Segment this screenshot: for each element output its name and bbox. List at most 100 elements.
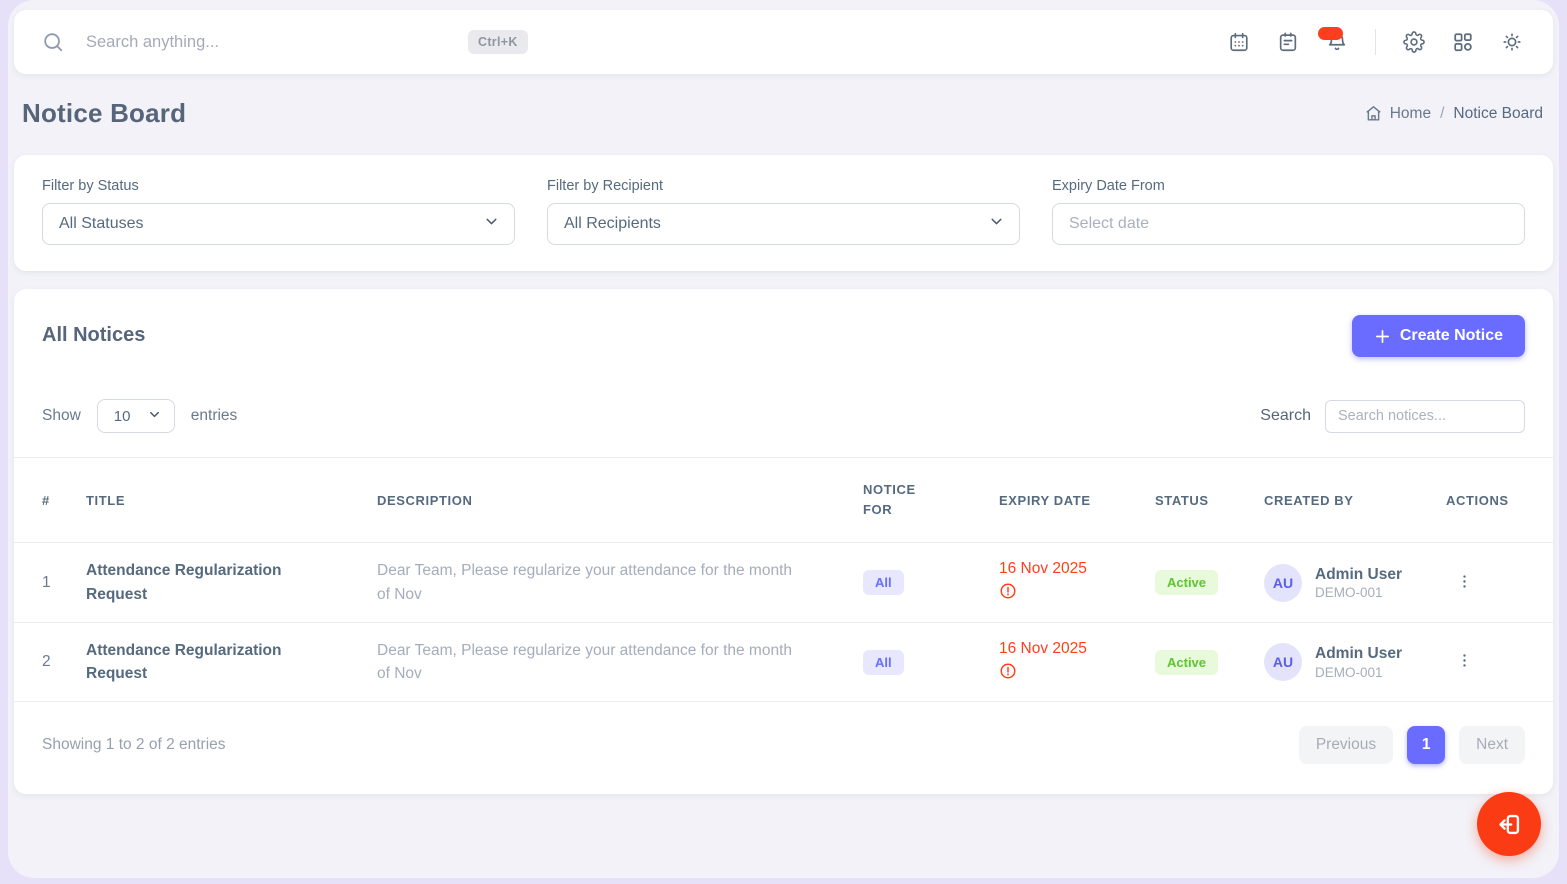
creator-code: DEMO-001 <box>1315 664 1383 680</box>
col-header-created-by: CREATED BY <box>1264 492 1354 508</box>
previous-page-button[interactable]: Previous <box>1298 726 1394 765</box>
status-filter-label: Filter by Status <box>42 178 139 194</box>
notice-for-badge: All <box>863 570 904 596</box>
breadcrumb-separator: / <box>1440 104 1445 122</box>
topbar-actions <box>1228 27 1523 55</box>
filter-status: Filter by Status All Statuses <box>42 178 515 245</box>
status-cell: Active <box>1155 622 1264 702</box>
warning-icon <box>999 662 1017 680</box>
status-filter-select[interactable]: All Statuses <box>42 203 515 245</box>
grid-icon[interactable] <box>1452 31 1474 53</box>
expiry-date-value: 16 Nov 2025 <box>999 560 1087 578</box>
notification-badge <box>1318 27 1343 40</box>
page-size-select[interactable]: 10 <box>96 399 175 433</box>
created-by-cell: AU Admin User DEMO-001 <box>1264 543 1446 623</box>
notice-description: Dear Team, Please regularize your attend… <box>377 641 793 683</box>
notices-search-input[interactable] <box>1325 399 1525 433</box>
chevron-down-icon <box>483 213 500 235</box>
home-icon <box>1366 106 1381 121</box>
create-notice-label: Create Notice <box>1399 327 1503 344</box>
warning-icon <box>999 582 1017 600</box>
search-input[interactable] <box>86 32 446 52</box>
filters-card: Filter by Status All Statuses Filter by … <box>14 155 1553 271</box>
breadcrumb: Home / Notice Board <box>1364 104 1543 123</box>
topbar: Ctrl+K <box>14 10 1553 74</box>
filter-expiry-date: Expiry Date From Select date <box>1052 178 1525 245</box>
chevron-down-icon <box>988 213 1005 235</box>
recipient-filter-value: All Recipients <box>564 215 661 232</box>
recipient-filter-label: Filter by Recipient <box>547 178 664 194</box>
notice-title: Attendance Regularization Request <box>86 562 282 603</box>
pagination: Previous 1 Next <box>1298 726 1525 765</box>
status-filter-value: All Statuses <box>59 215 144 232</box>
chevron-down-icon <box>147 407 162 426</box>
page-number-button[interactable]: 1 <box>1407 726 1446 765</box>
logout-fab-button[interactable] <box>1477 792 1541 856</box>
app-window: Ctrl+K Notice Boa <box>8 0 1559 878</box>
creator-name: Admin User <box>1315 565 1402 583</box>
section-title: All Notices <box>42 324 146 346</box>
notice-for-badge: All <box>863 649 904 675</box>
table-search-control: Search <box>1260 399 1525 433</box>
status-cell: Active <box>1155 543 1264 623</box>
col-header-notice-for: NOTICE FOR <box>863 482 916 518</box>
shortcut-hint: Ctrl+K <box>468 30 528 54</box>
search-icon <box>42 31 64 53</box>
creator-name: Admin User <box>1315 645 1402 663</box>
expiry-date-placeholder: Select date <box>1069 215 1150 232</box>
entries-label: entries <box>190 407 238 424</box>
col-header-expiry-date: EXPIRY DATE <box>999 492 1091 508</box>
col-header-index: # <box>42 492 50 508</box>
next-page-button[interactable]: Next <box>1459 726 1525 765</box>
show-label: Show <box>42 407 81 424</box>
table-controls: Show 10 entries Search <box>14 399 1553 433</box>
creator-code: DEMO-001 <box>1315 585 1383 601</box>
page-header: Notice Board Home / Notice Board <box>14 74 1553 129</box>
created-by-cell: AU Admin User DEMO-001 <box>1264 622 1446 702</box>
col-header-actions: ACTIONS <box>1446 492 1509 508</box>
table-search-label: Search <box>1260 407 1311 424</box>
recipient-filter-select[interactable]: All Recipients <box>547 203 1020 245</box>
avatar: AU <box>1264 563 1302 602</box>
notice-for-cell: All <box>863 622 999 702</box>
gear-icon[interactable] <box>1403 31 1425 53</box>
breadcrumb-home[interactable]: Home <box>1364 104 1431 123</box>
notices-header: All Notices Create Notice <box>14 315 1553 357</box>
col-header-description: DESCRIPTION <box>377 492 473 508</box>
notice-for-cell: All <box>863 543 999 623</box>
notice-title: Attendance Regularization Request <box>86 641 282 683</box>
calendar-icon[interactable] <box>1228 31 1250 53</box>
row-actions-menu-button[interactable] <box>1446 646 1483 678</box>
row-actions-menu-button[interactable] <box>1446 567 1483 599</box>
page-title: Notice Board <box>22 98 187 128</box>
status-badge: Active <box>1155 649 1219 675</box>
row-index: 1 <box>42 573 51 591</box>
expiry-date-input[interactable]: Select date <box>1052 203 1525 245</box>
avatar: AU <box>1264 643 1302 682</box>
create-notice-button[interactable]: Create Notice <box>1351 315 1525 357</box>
plus-icon <box>1375 329 1389 343</box>
logout-icon <box>1498 814 1519 834</box>
kebab-menu-icon <box>1463 654 1466 667</box>
notices-card: All Notices Create Notice Show 10 entrie… <box>14 289 1553 795</box>
kebab-menu-icon <box>1463 574 1466 588</box>
row-index: 2 <box>42 653 51 671</box>
table-footer: Showing 1 to 2 of 2 entries Previous 1 N… <box>14 702 1553 794</box>
actions-cell <box>1446 543 1553 623</box>
actions-cell <box>1446 622 1553 702</box>
expiry-date-value: 16 Nov 2025 <box>999 639 1087 657</box>
expiry-date-cell: 16 Nov 2025 <box>999 622 1155 702</box>
bell-icon[interactable] <box>1318 27 1348 53</box>
status-badge: Active <box>1155 570 1219 596</box>
expiry-date-cell: 16 Nov 2025 <box>999 543 1155 623</box>
table-row: 1 Attendance Regularization Request Dear… <box>14 543 1553 623</box>
breadcrumb-current: Notice Board <box>1453 104 1543 122</box>
notepad-icon[interactable] <box>1277 31 1299 53</box>
topbar-divider <box>1375 29 1376 55</box>
notice-description: Dear Team, Please regularize your attend… <box>377 562 793 603</box>
entries-summary: Showing 1 to 2 of 2 entries <box>42 736 226 754</box>
sun-icon[interactable] <box>1501 31 1523 53</box>
breadcrumb-home-label: Home <box>1389 104 1432 122</box>
page-size-value: 10 <box>113 407 131 425</box>
filter-recipient: Filter by Recipient All Recipients <box>547 178 1020 245</box>
